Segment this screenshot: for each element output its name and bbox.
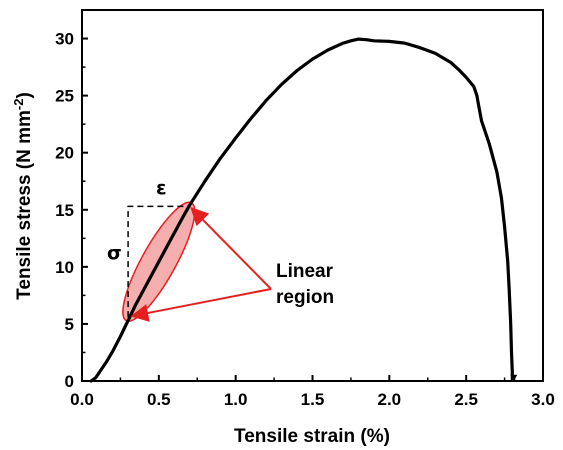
- sigma-label: σ: [107, 242, 122, 264]
- x-tick-label: 2.0: [378, 390, 402, 409]
- y-tick-label: 5: [65, 315, 74, 334]
- arrow-to-upper-end: [190, 207, 272, 290]
- linear-region-label-line1: Linear: [276, 261, 334, 282]
- y-axis-ticks: 0 5 10 15 20 25 30: [55, 9, 88, 391]
- x-tick-label: 1.5: [301, 390, 325, 409]
- x-tick-label: 0.0: [70, 390, 94, 409]
- stress-strain-curve: [89, 37, 516, 383]
- y-tick-label: 0: [65, 372, 74, 391]
- x-axis-ticks: 0.0 0.5 1.0 1.5 2.0 2.5 3.0: [70, 375, 555, 409]
- slope-guide-dashed: [127, 205, 190, 318]
- x-tick-label: 3.0: [531, 390, 555, 409]
- x-tick-label: 2.5: [454, 390, 478, 409]
- y-axis-title-sup: -2: [11, 99, 26, 111]
- y-tick-label: 25: [55, 87, 74, 106]
- x-axis-title: Tensile strain (%): [234, 426, 390, 447]
- x-tick-label: 0.5: [147, 390, 171, 409]
- y-tick-label: 30: [55, 30, 74, 49]
- curve-end-marker: [510, 374, 518, 381]
- plot-frame: [81, 9, 544, 382]
- y-tick-label: 15: [55, 201, 74, 220]
- arrow-to-lower-end: [130, 288, 272, 322]
- x-tick-label: 1.0: [224, 390, 248, 409]
- epsilon-label: ε: [156, 177, 167, 199]
- y-tick-label: 10: [55, 258, 74, 277]
- linear-region-label-line2: region: [276, 287, 334, 308]
- y-axis-title: Tensile stress (N mm-2): [11, 92, 36, 300]
- y-tick-label: 20: [55, 144, 74, 163]
